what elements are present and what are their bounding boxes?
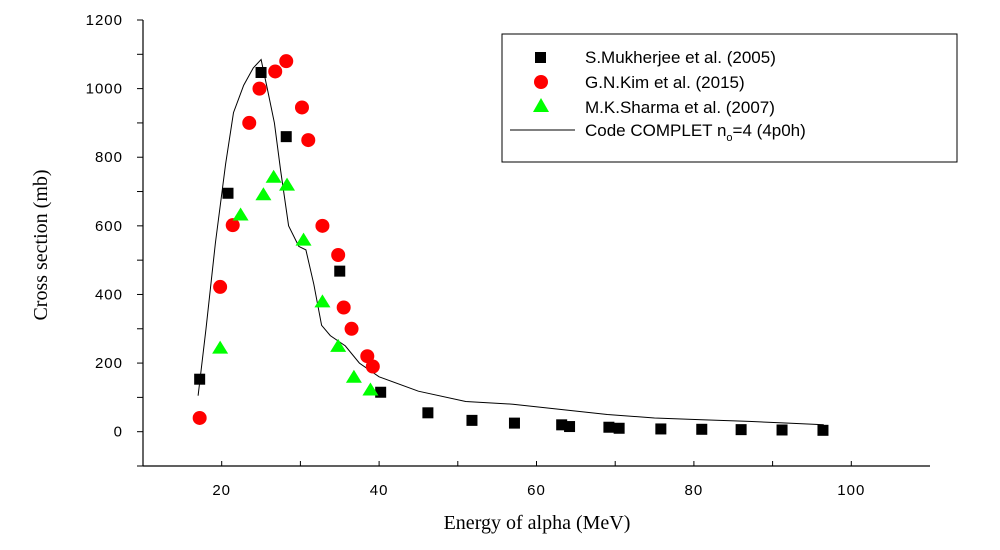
data-point-mukherjee <box>696 423 708 435</box>
y-axis-ticks: 0 200 400 600 800 1000 1200 <box>86 12 143 467</box>
data-point-kim <box>279 54 294 69</box>
legend-label-kim: G.N.Kim et al. (2015) <box>585 73 745 92</box>
data-point-sharma <box>295 232 312 246</box>
data-point-mukherjee <box>466 414 478 426</box>
data-point-mukherjee <box>655 423 667 435</box>
data-point-kim <box>268 64 283 79</box>
y-tick-label: 600 <box>95 218 123 235</box>
data-point-kim <box>301 133 316 148</box>
y-tick-label: 800 <box>95 149 123 166</box>
data-point-sharma <box>232 207 249 221</box>
y-tick-label: 1200 <box>86 12 123 29</box>
x-axis-ticks: 20 40 60 80 100 <box>212 461 865 499</box>
y-axis-title: Cross section (mb) <box>30 169 52 320</box>
data-point-mukherjee <box>564 421 576 433</box>
data-point-sharma <box>314 294 331 308</box>
x-tick-label: 80 <box>685 482 704 499</box>
y-tick-label: 1000 <box>86 81 123 98</box>
data-point-mukherjee <box>817 424 829 436</box>
legend-label-complet: Code COMPLET no=4 (4p0h) <box>585 121 806 144</box>
data-point-sharma <box>212 340 229 354</box>
data-point-kim <box>315 218 330 233</box>
legend: S.Mukherjee et al. (2005) G.N.Kim et al.… <box>501 33 958 163</box>
data-point-kim <box>344 321 359 336</box>
y-tick-label: 400 <box>95 286 123 303</box>
legend-label-sharma: M.K.Sharma et al. (2007) <box>585 98 775 117</box>
data-point-mukherjee <box>776 424 788 436</box>
data-point-mukherjee <box>280 131 292 143</box>
x-tick-label: 100 <box>837 482 865 499</box>
legend-marker-kim <box>534 75 548 89</box>
data-point-kim <box>225 218 240 233</box>
legend-label-mukherjee: S.Mukherjee et al. (2005) <box>585 48 776 67</box>
x-axis-title: Energy of alpha (MeV) <box>444 512 631 534</box>
legend-label-complet-subscript: o <box>726 132 732 144</box>
data-point-mukherjee <box>222 187 234 199</box>
plot-area <box>192 54 829 436</box>
x-tick-label: 40 <box>370 482 389 499</box>
legend-box <box>501 33 958 163</box>
data-point-kim <box>365 359 380 374</box>
data-point-mukherjee <box>556 419 568 431</box>
data-point-mukherjee <box>422 407 434 419</box>
data-point-sharma <box>265 169 282 183</box>
data-point-mukherjee <box>194 373 206 385</box>
data-point-kim <box>331 248 346 263</box>
data-point-mukherjee <box>508 417 520 429</box>
data-point-sharma <box>255 187 272 201</box>
x-tick-label: 60 <box>527 482 546 499</box>
legend-marker-sharma <box>533 98 549 112</box>
data-point-kim <box>360 349 375 364</box>
legend-label-complet-tail: =4 (4p0h) <box>733 121 806 140</box>
data-point-mukherjee <box>334 265 346 277</box>
legend-marker-mukherjee <box>535 52 546 63</box>
data-point-mukherjee <box>375 386 387 398</box>
data-point-sharma <box>279 177 296 191</box>
y-tick-label: 200 <box>95 355 123 372</box>
legend-label-complet-main: Code COMPLET n <box>585 121 726 140</box>
data-point-kim <box>213 279 228 294</box>
y-tick-label: 0 <box>114 424 123 441</box>
data-point-mukherjee <box>255 66 267 78</box>
data-point-kim <box>252 81 267 96</box>
data-point-kim <box>294 100 309 115</box>
data-point-sharma <box>330 338 347 352</box>
x-tick-label: 20 <box>212 482 231 499</box>
data-point-sharma <box>345 369 362 383</box>
data-point-kim <box>192 410 207 425</box>
data-point-mukherjee <box>735 424 747 436</box>
data-point-mukherjee <box>603 421 615 433</box>
data-point-kim <box>242 115 257 130</box>
data-point-kim <box>336 300 351 315</box>
data-point-sharma <box>362 382 379 396</box>
data-point-mukherjee <box>613 422 625 434</box>
